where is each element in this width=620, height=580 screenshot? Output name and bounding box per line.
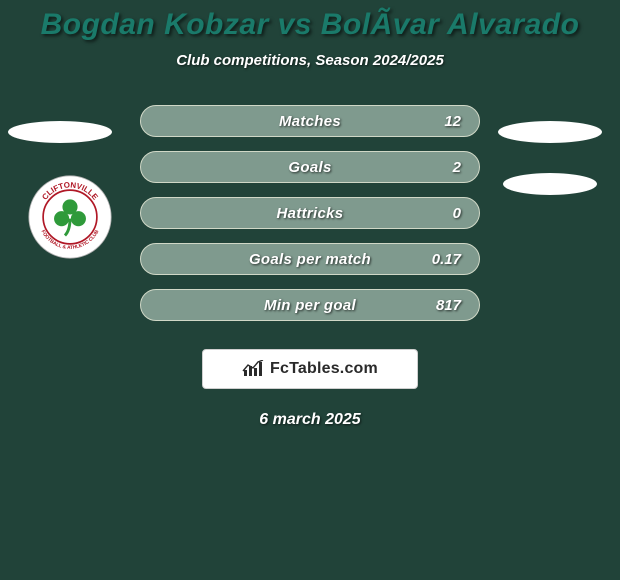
stat-bar: Min per goal 817 — [140, 289, 480, 321]
placeholder-ellipse-right-top — [498, 121, 602, 143]
crest-svg: CLIFTONVILLE FOOTBALL & ATHLETIC CLUB — [28, 175, 112, 259]
page-title: Bogdan Kobzar vs BolÃvar Alvarado — [0, 0, 620, 42]
placeholder-ellipse-right-bottom — [503, 173, 597, 195]
placeholder-ellipse-left — [8, 121, 112, 143]
stat-bar: Goals 2 — [140, 151, 480, 183]
stat-bar: Goals per match 0.17 — [140, 243, 480, 275]
page-subtitle: Club competitions, Season 2024/2025 — [0, 52, 620, 69]
stat-bar-label: Matches — [279, 113, 341, 130]
infographic-date: 6 march 2025 — [0, 411, 620, 429]
stat-bar-label: Goals per match — [249, 251, 371, 268]
stat-bar-label: Min per goal — [264, 297, 356, 314]
stat-bar-label: Hattricks — [277, 205, 344, 222]
stat-bar-value: 817 — [436, 297, 461, 314]
fctables-badge[interactable]: FcTables.com — [202, 349, 418, 389]
stat-bar-value: 2 — [453, 159, 461, 176]
fctables-text: FcTables.com — [270, 360, 378, 378]
stat-bar-label: Goals — [288, 159, 331, 176]
stat-bar-value: 0 — [453, 205, 461, 222]
stat-bar: Matches 12 — [140, 105, 480, 137]
bars-chart-icon — [242, 360, 264, 378]
stat-bar-value: 12 — [444, 113, 461, 130]
stat-bar-value: 0.17 — [432, 251, 461, 268]
club-crest: CLIFTONVILLE FOOTBALL & ATHLETIC CLUB — [28, 175, 112, 259]
stat-bar: Hattricks 0 — [140, 197, 480, 229]
stat-bars: Matches 12 Goals 2 Hattricks 0 Goals per match… — [140, 105, 480, 335]
